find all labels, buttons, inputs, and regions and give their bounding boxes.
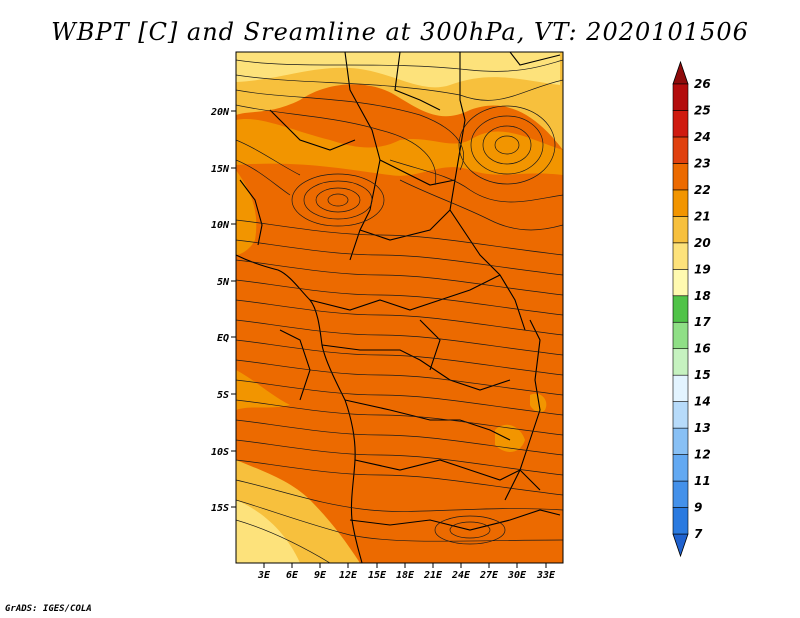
colorbar: 7 9 11 12 13 14 15 16 17 18 19 20 21 22 23 24 25 26 — [672, 60, 711, 558]
lat-label: 15S — [211, 503, 229, 514]
colorbar-cell — [672, 83, 689, 111]
colorbar-cell — [672, 401, 689, 429]
colorbar-cell — [672, 348, 689, 376]
lon-label: 33E — [536, 570, 556, 581]
lon-label: 9E — [314, 570, 327, 581]
colorbar-label: 16 — [694, 342, 711, 356]
lon-label: 15E — [368, 570, 387, 581]
colorbar-label: 20 — [694, 236, 711, 250]
lon-label: 24E — [451, 570, 471, 581]
colorbar-label: 25 — [694, 103, 711, 117]
colorbar-label: 26 — [694, 77, 711, 91]
lat-label: EQ — [217, 333, 229, 344]
colorbar-cell — [672, 110, 689, 138]
colorbar-label: 11 — [694, 474, 711, 488]
colorbar-cell — [672, 189, 689, 217]
colorbar-label: 24 — [694, 130, 711, 144]
colorbar-cell — [672, 507, 689, 535]
lon-label: 21E — [423, 570, 443, 581]
colorbar-label: 14 — [694, 395, 711, 409]
colorbar-label: 21 — [694, 209, 711, 223]
lon-label: 3E — [257, 570, 271, 581]
colorbar-low-arrow — [672, 533, 689, 558]
colorbar-cell — [672, 480, 689, 508]
colorbar-label: 17 — [694, 315, 711, 329]
colorbar-cell — [672, 268, 689, 297]
colorbar-cell — [672, 163, 689, 191]
map-title: WBPT [C] and Sreamline at 300hPa, VT: 20… — [51, 18, 749, 46]
colorbar-label: 23 — [694, 156, 711, 170]
longitude-labels: 3E 6E 9E 12E 15E 18E 21E 24E 27E 30E 33E — [257, 570, 556, 581]
lon-label: 6E — [286, 570, 299, 581]
credit-text: GrADS: IGES/COLA — [5, 604, 92, 614]
colorbar-cell — [672, 427, 689, 455]
wbpt-field — [236, 52, 563, 563]
colorbar-label: 22 — [694, 183, 711, 197]
lat-label: 5S — [217, 390, 229, 401]
lat-label: 15N — [211, 164, 230, 175]
colorbar-cell — [672, 454, 689, 482]
lon-label: 12E — [339, 570, 358, 581]
colorbar-cell — [672, 374, 689, 402]
colorbar-label: 9 — [694, 501, 702, 515]
colorbar-label: 13 — [694, 421, 711, 435]
colorbar-label: 7 — [694, 527, 703, 541]
lon-label: 18E — [396, 570, 415, 581]
colorbar-label: 12 — [694, 448, 711, 462]
colorbar-cell — [672, 136, 689, 164]
colorbar-cell — [672, 321, 689, 350]
colorbar-cell — [672, 295, 689, 323]
lon-label: 27E — [479, 570, 499, 581]
lat-label: 5N — [217, 277, 230, 288]
colorbar-label: 18 — [694, 289, 711, 303]
colorbar-cell — [672, 242, 689, 270]
lat-label: 10S — [211, 447, 229, 458]
colorbar-cell — [672, 216, 689, 244]
lat-label: 10N — [211, 220, 230, 231]
colorbar-label: 15 — [694, 368, 711, 382]
lon-label: 30E — [507, 570, 527, 581]
colorbar-high-arrow — [672, 60, 689, 85]
axis-ticks — [231, 110, 547, 568]
map-frame — [235, 51, 564, 564]
colorbar-label: 19 — [694, 262, 711, 276]
streamlines — [236, 59, 563, 563]
lat-label: 20N — [210, 107, 230, 118]
latitude-labels: 20N 15N 10N 5N EQ 5S 10S 15S — [210, 107, 230, 514]
